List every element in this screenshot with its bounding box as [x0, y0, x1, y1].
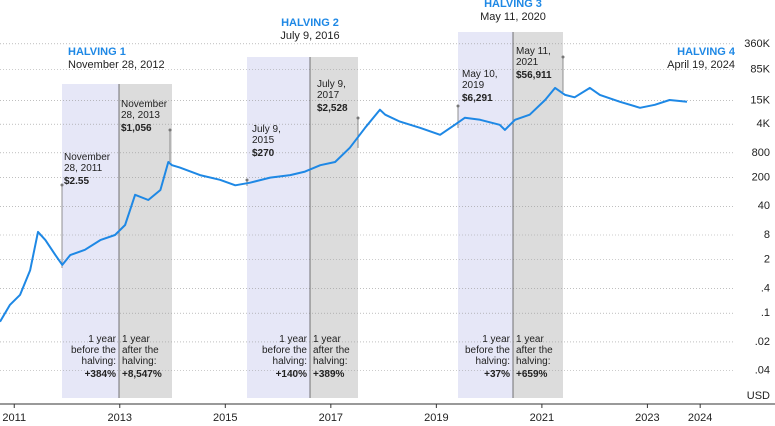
- after-label: 1 year after the halving:: [122, 334, 159, 367]
- after-date: May 11, 2021: [516, 46, 551, 68]
- marker-dot: [356, 116, 360, 120]
- y-tick-label: 15K: [750, 94, 770, 106]
- y-tick-label: 40: [758, 200, 770, 212]
- before-change: +37%: [484, 369, 510, 380]
- y-axis-label: USD: [747, 390, 770, 402]
- y-tick-label: .1: [761, 307, 770, 319]
- marker-dot: [168, 128, 172, 132]
- before-date: November 28, 2011: [64, 152, 111, 174]
- price-line: [0, 86, 688, 323]
- after-price: $2,528: [317, 103, 348, 114]
- after-region: [119, 84, 172, 398]
- after-label: 1 year after the halving:: [516, 334, 553, 367]
- y-tick-label: .02: [755, 336, 770, 348]
- y-tick-label: 200: [752, 171, 770, 183]
- y-tick-label: .4: [761, 282, 770, 294]
- x-tick-label: 2021: [530, 412, 554, 424]
- x-tick-label: 2017: [319, 412, 343, 424]
- after-change: +389%: [313, 369, 345, 380]
- x-tick-label: 2013: [108, 412, 132, 424]
- after-region: [310, 57, 358, 398]
- before-label: 1 year before the halving:: [464, 334, 510, 367]
- after-date: July 9, 2017: [317, 79, 346, 101]
- marker-dot: [60, 183, 64, 187]
- x-tick-label: 2011: [2, 412, 26, 424]
- y-tick-label: 360K: [744, 38, 770, 50]
- y-tick-label: 800: [752, 147, 770, 159]
- y-tick-label: 85K: [750, 64, 770, 76]
- halving-title: HALVING 1: [68, 46, 126, 58]
- before-change: +384%: [84, 369, 116, 380]
- after-change: +8,547%: [122, 369, 162, 380]
- before-label: 1 year before the halving:: [261, 334, 307, 367]
- marker-dot: [245, 178, 249, 182]
- y-tick-label: .04: [755, 365, 770, 377]
- x-tick-label: 2024: [688, 412, 712, 424]
- marker-dot: [456, 104, 460, 108]
- after-price: $56,911: [516, 70, 552, 81]
- after-label: 1 year after the halving:: [313, 334, 350, 367]
- halving-title: HALVING 3: [484, 0, 542, 10]
- halving-date: May 11, 2020: [480, 11, 546, 23]
- before-date: July 9, 2015: [252, 124, 281, 146]
- before-region: [62, 84, 119, 398]
- y-tick-label: 8: [764, 229, 770, 241]
- x-tick-label: 2023: [635, 412, 659, 424]
- y-tick-label: 4K: [757, 118, 771, 130]
- before-date: May 10, 2019: [462, 69, 498, 91]
- halving-date: April 19, 2024: [667, 59, 735, 71]
- after-date: November 28, 2013: [121, 99, 168, 121]
- before-region: [458, 32, 513, 398]
- before-price: $2.55: [64, 176, 90, 187]
- x-tick-label: 2019: [424, 412, 448, 424]
- after-price: $1,056: [121, 123, 152, 134]
- marker-dot: [561, 55, 565, 59]
- x-tick-label: 2015: [213, 412, 237, 424]
- halving-title: HALVING 4: [677, 46, 735, 58]
- after-region: [513, 32, 563, 398]
- after-change: +659%: [516, 369, 548, 380]
- y-tick-label: 2: [764, 254, 770, 266]
- before-change: +140%: [275, 369, 307, 380]
- halving-title: HALVING 2: [281, 17, 339, 29]
- before-label: 1 year before the halving:: [70, 334, 116, 367]
- before-region: [247, 57, 310, 398]
- before-price: $6,291: [462, 93, 493, 104]
- halving-date: November 28, 2012: [68, 59, 165, 71]
- halving-date: July 9, 2016: [280, 30, 340, 42]
- before-price: $270: [252, 148, 275, 159]
